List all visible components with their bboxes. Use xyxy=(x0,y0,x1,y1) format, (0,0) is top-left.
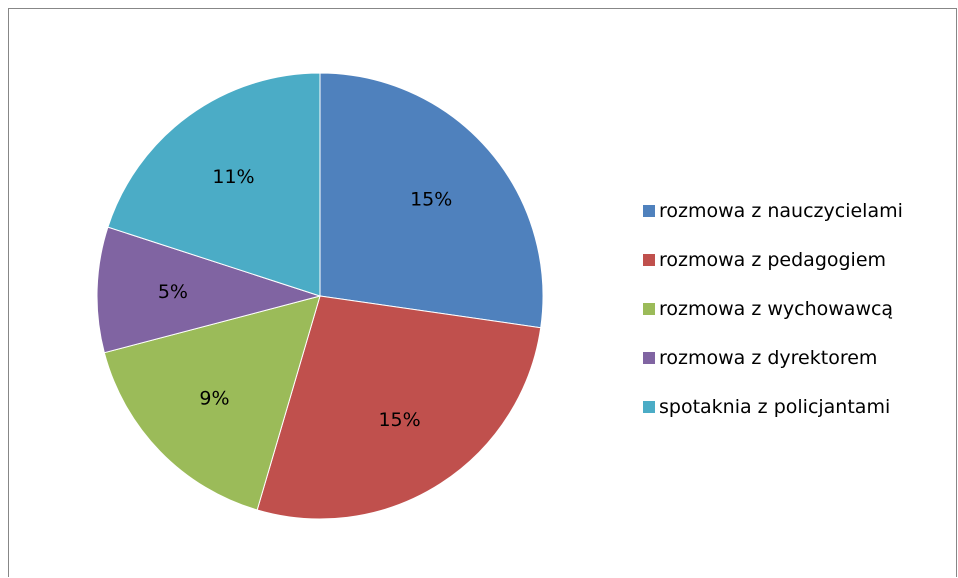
legend-label: rozmowa z pedagogiem xyxy=(659,248,887,271)
pie-slices xyxy=(96,72,544,520)
legend-item: rozmowa z nauczycielami xyxy=(643,186,903,235)
legend-swatch xyxy=(643,400,655,413)
legend-label: rozmowa z wychowawcą xyxy=(659,297,894,320)
legend-label: spotaknia z policjantami xyxy=(659,395,891,418)
pie-slice xyxy=(107,72,321,297)
pie-data-labels: 15% 15% 9% 5% 11% xyxy=(158,166,452,431)
pie-slice xyxy=(256,295,542,520)
legend-item: rozmowa z wychowawcą xyxy=(643,284,903,333)
chart-frame xyxy=(8,8,957,577)
pie-slice xyxy=(103,295,321,511)
pie-data-label: 15% xyxy=(378,409,420,431)
legend-swatch xyxy=(643,253,655,266)
pie-slice xyxy=(319,72,544,329)
pie-data-label: 5% xyxy=(158,281,188,303)
pie-data-label: 15% xyxy=(410,189,452,211)
legend-item: spotaknia z policjantami xyxy=(643,382,903,431)
pie-data-label: 11% xyxy=(212,166,254,188)
legend-swatch xyxy=(643,351,655,364)
legend-label: rozmowa z dyrektorem xyxy=(659,346,878,369)
legend-item: rozmowa z pedagogiem xyxy=(643,235,903,284)
pie-data-label: 9% xyxy=(199,388,229,410)
legend-item: rozmowa z dyrektorem xyxy=(643,333,903,382)
legend: rozmowa z nauczycielami rozmowa z pedagog… xyxy=(643,186,903,431)
legend-swatch xyxy=(643,302,655,315)
pie-slice xyxy=(96,226,322,354)
legend-swatch xyxy=(643,204,655,217)
legend-label: rozmowa z nauczycielami xyxy=(659,199,903,222)
